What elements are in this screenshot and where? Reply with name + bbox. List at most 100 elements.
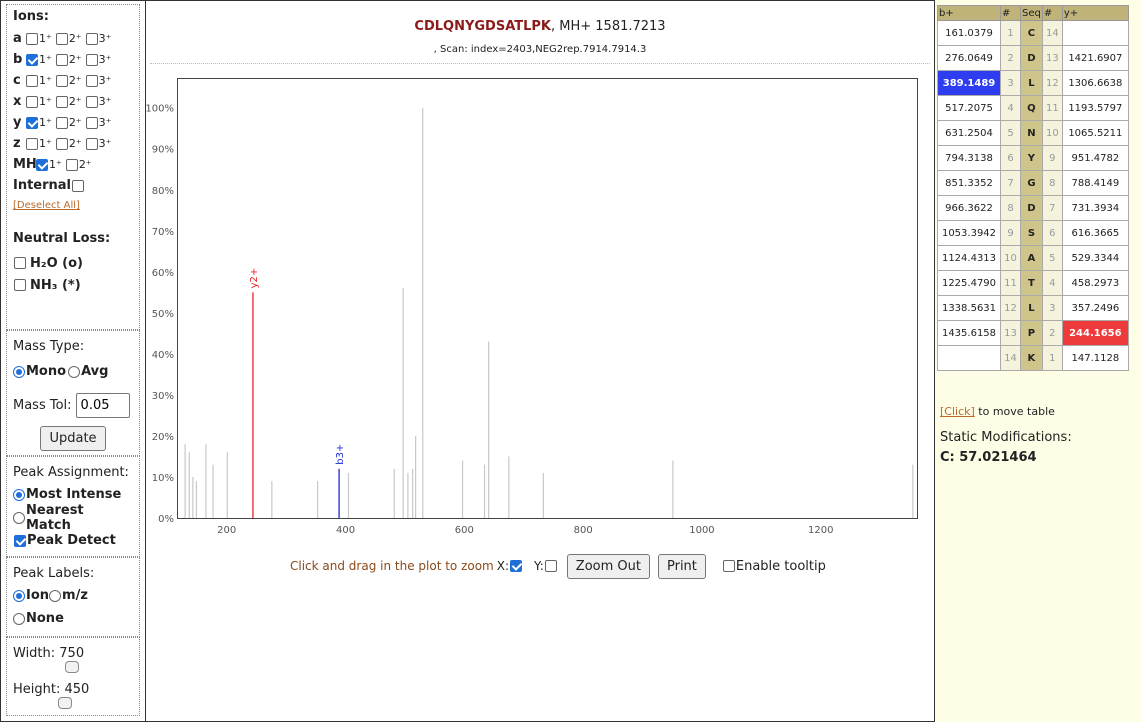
nearest-match-radio[interactable]: [13, 511, 25, 524]
nearest-match-row: Nearest Match: [13, 503, 133, 533]
h2o-checkbox[interactable]: [14, 257, 26, 269]
ion-y-3-checkbox[interactable]: [85, 116, 98, 129]
y-ion-cell: 1193.5797: [1061, 95, 1129, 121]
b-ion-cell: 1338.5631: [937, 295, 1001, 321]
ion-z-2-checkbox[interactable]: [55, 137, 68, 150]
b-ion-cell: 1124.4313: [937, 245, 1001, 271]
y-tick-label: 70%: [152, 227, 174, 238]
ion-a-3-checkbox[interactable]: [85, 32, 98, 45]
most-intense-radio[interactable]: [13, 488, 25, 501]
none-radio[interactable]: [13, 612, 25, 625]
y-index-cell: 11: [1041, 95, 1063, 121]
update-wrap: Update: [13, 426, 133, 451]
ion-z-1-checkbox[interactable]: [26, 137, 38, 150]
mass-tol-input[interactable]: [75, 393, 130, 418]
y-index-cell: 2: [1041, 320, 1063, 346]
ion-x-1-checkbox[interactable]: [26, 95, 38, 108]
residue-cell: D: [1020, 45, 1043, 71]
most-intense-label: Most Intense: [26, 487, 122, 502]
neutral-loss-title: Neutral Loss:: [13, 231, 111, 246]
y-index-header: #: [1041, 5, 1063, 21]
move-table-link[interactable]: [Click]: [940, 405, 975, 418]
mono-label: Mono: [26, 364, 67, 379]
y-ion-cell: 458.2973: [1061, 270, 1129, 296]
y-ion-cell: 357.2496: [1061, 295, 1129, 321]
ion-row-b: b 1⁺ 2⁺ 3⁺: [13, 49, 133, 70]
spectrum-plot[interactable]: 0% 10% 20% 30% 40% 50% 60% 70% 80% 90% 100% 200 400 6…: [0, 0, 934, 545]
ions-title: Ions:: [13, 9, 49, 24]
tooltip-checkbox[interactable]: [722, 560, 735, 572]
height-slider[interactable]: [13, 697, 133, 712]
mh-2-checkbox[interactable]: [65, 158, 78, 171]
internal-label: Internal: [13, 178, 72, 193]
b-ion-cell: 1435.6158: [937, 320, 1001, 346]
charge-label: 1⁺: [39, 53, 52, 66]
fragment-row: 161.0379 1 C 14: [937, 20, 1129, 46]
ion-y-2-checkbox[interactable]: [55, 116, 68, 129]
ion-radio[interactable]: [13, 589, 25, 602]
ion-c-2-checkbox[interactable]: [55, 74, 68, 87]
charge-label: 2⁺: [68, 116, 82, 129]
y-ion-cell: 147.1128: [1061, 345, 1129, 371]
fragment-table-header: b+ # Seq # y+: [937, 5, 1129, 21]
b-ion-cell: 276.0649: [937, 45, 1001, 71]
y-zoom-checkbox[interactable]: [544, 560, 557, 572]
ion-a-2-checkbox[interactable]: [55, 32, 68, 45]
plot-controls: Click and drag in the plot to zoom X: Y:…: [290, 553, 826, 579]
title-divider: [150, 63, 930, 64]
ion-label-z: z: [13, 136, 21, 151]
width-slider[interactable]: [13, 661, 133, 676]
mono-radio[interactable]: [13, 365, 25, 378]
mz-radio[interactable]: [49, 589, 62, 602]
b-ion-cell: 389.1489: [937, 70, 1001, 96]
ion-label-x: x: [13, 94, 22, 109]
ions-group: Ions: a 1⁺ 2⁺ 3⁺ b 1⁺ 2⁺ 3⁺ c 1⁺ 2⁺ 3⁺ x 1⁺ 2⁺ 3⁺ y 1⁺ 2⁺ 3…: [6, 4, 140, 330]
ion-z-3-checkbox[interactable]: [85, 137, 98, 150]
ion-c-1-checkbox[interactable]: [26, 74, 38, 87]
zoom-out-button[interactable]: Zoom Out: [566, 553, 650, 579]
ion-b-1-checkbox[interactable]: [26, 53, 38, 66]
fragment-row: 1225.4790 11 T 4 458.2973: [937, 270, 1129, 296]
y-tick-label: 50%: [152, 309, 174, 320]
internal-row: Internal: [13, 175, 133, 196]
mh-1-checkbox[interactable]: [36, 158, 48, 171]
peak-detect-checkbox[interactable]: [14, 534, 26, 547]
fragment-row: 1338.5631 12 L 3 357.2496: [937, 295, 1129, 321]
b-ion-cell: 851.3352: [937, 170, 1001, 196]
nh3-label: NH₃ (*): [30, 277, 81, 293]
mh-value: , MH+ 1581.7213: [551, 19, 666, 34]
deselect-all-link[interactable]: [Deselect All]: [13, 200, 80, 211]
y-index-cell: 4: [1041, 270, 1063, 296]
nh3-checkbox[interactable]: [14, 279, 26, 291]
ion-y-1-checkbox[interactable]: [26, 116, 38, 129]
b-ion-cell: 631.2504: [937, 120, 1001, 146]
ion-b-2-checkbox[interactable]: [55, 53, 68, 66]
ion-x-3-checkbox[interactable]: [85, 95, 98, 108]
b-index-header: #: [1000, 5, 1021, 21]
avg-radio[interactable]: [68, 365, 81, 378]
tooltip-label: Enable tooltip: [735, 558, 826, 574]
residue-cell: K: [1020, 345, 1043, 371]
mh-label: MH: [13, 157, 37, 172]
print-button[interactable]: Print: [657, 553, 706, 579]
ion-x-2-checkbox[interactable]: [55, 95, 68, 108]
ion-rows: a 1⁺ 2⁺ 3⁺ b 1⁺ 2⁺ 3⁺ c 1⁺ 2⁺ 3⁺ x 1⁺ 2⁺ 3⁺ y 1⁺ 2⁺ 3⁺ z 1⁺ 2⁺…: [13, 28, 133, 154]
ion-c-3-checkbox[interactable]: [85, 74, 98, 87]
y-index-cell: 10: [1041, 120, 1063, 146]
update-button[interactable]: Update: [40, 426, 106, 451]
x-zoom-checkbox[interactable]: [510, 560, 523, 572]
most-intense-row: Most Intense: [13, 483, 133, 506]
ion-b-3-checkbox[interactable]: [85, 53, 98, 66]
residue-cell: T: [1020, 270, 1043, 296]
charge-label: 2⁺: [68, 74, 82, 87]
spectrum-title: CDLQNYGDSATLPK, MH+ 1581.7213: [146, 19, 934, 34]
height-label: Height: 450: [13, 682, 90, 697]
y-ion-cell: 616.3665: [1061, 220, 1129, 246]
ion-a-1-checkbox[interactable]: [26, 32, 38, 45]
height-slider-handle[interactable]: [58, 697, 72, 709]
plot-area[interactable]: [177, 78, 918, 519]
y-index-cell: 8: [1041, 170, 1063, 196]
internal-checkbox[interactable]: [72, 179, 85, 192]
mh-row: MH 1⁺ 2⁺: [13, 154, 133, 175]
width-slider-handle[interactable]: [65, 661, 79, 673]
